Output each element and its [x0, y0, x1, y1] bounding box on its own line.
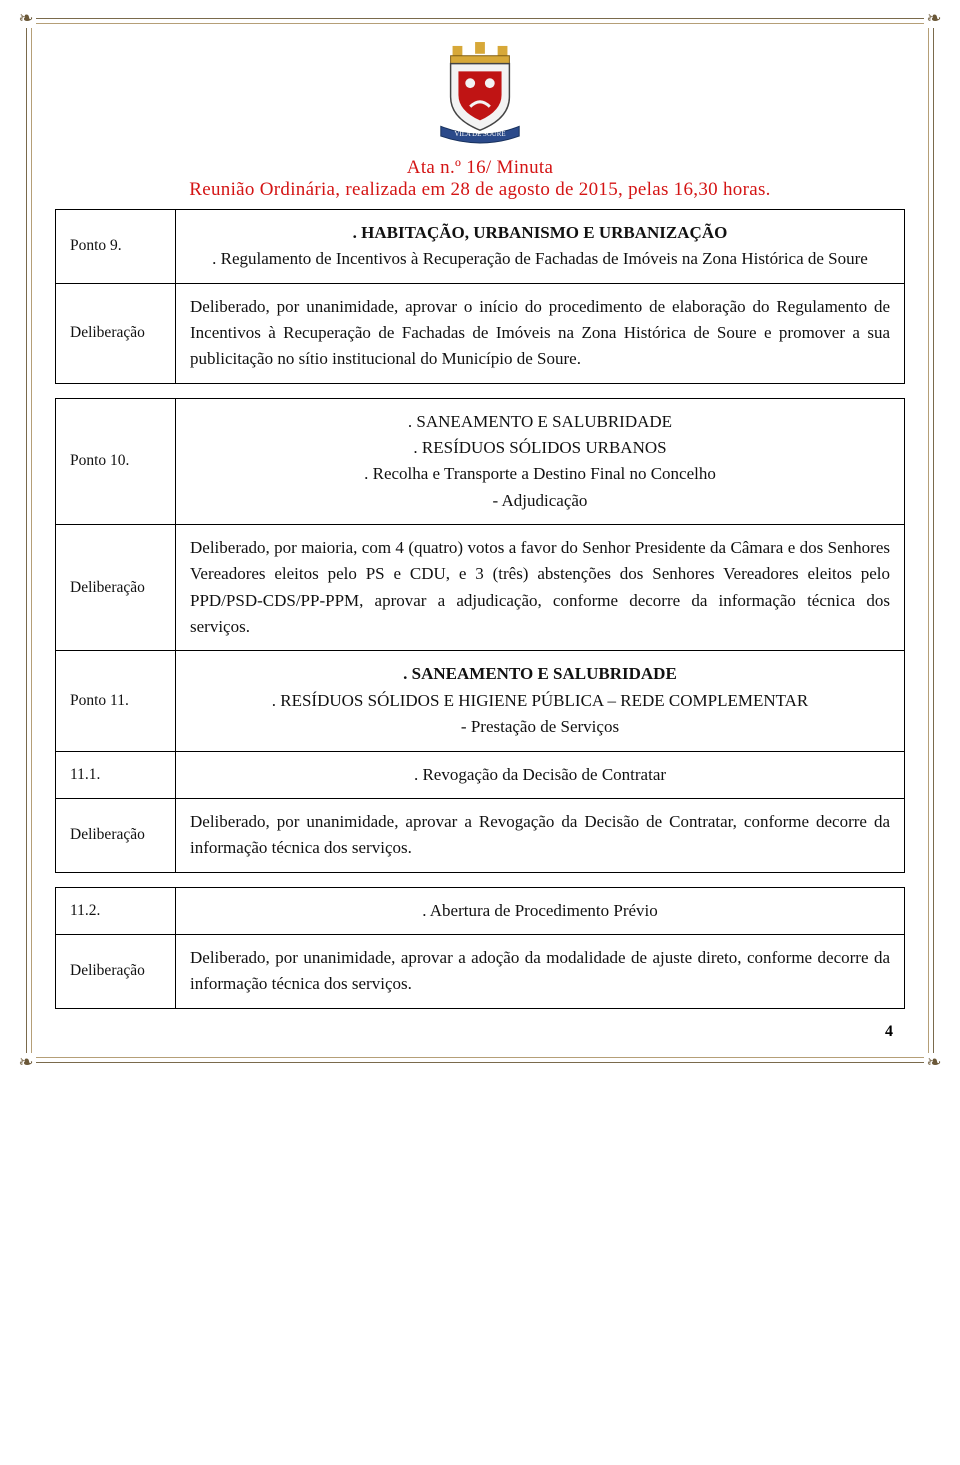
- row-label: Ponto 11.: [56, 651, 176, 751]
- row-content: . Abertura de Procedimento Prévio: [176, 887, 905, 934]
- section-line: - Adjudicação: [190, 488, 890, 514]
- document-title: Ata n.º 16/ Minuta: [55, 157, 905, 179]
- row-content: Deliberado, por unanimidade, aprovar a a…: [176, 934, 905, 1008]
- row-content: Deliberado, por unanimidade, aprovar o i…: [176, 283, 905, 383]
- corner-ornament-tr: ❧: [924, 8, 944, 28]
- row-content: Deliberado, por maioria, com 4 (quatro) …: [176, 525, 905, 651]
- coat-of-arms-icon: VILA DE SOURE: [431, 38, 529, 146]
- row-label: Ponto 10.: [56, 398, 176, 524]
- row-label: 11.2.: [56, 887, 176, 934]
- row-label: 11.1.: [56, 751, 176, 798]
- table-row: 11.1. . Revogação da Decisão de Contrata…: [56, 751, 905, 798]
- table-row: Deliberação Deliberado, por unanimidade,…: [56, 798, 905, 872]
- corner-ornament-tl: ❧: [16, 8, 36, 28]
- agenda-table-3: 11.2. . Abertura de Procedimento Prévio …: [55, 887, 905, 1009]
- corner-ornament-bl: ❧: [16, 1053, 36, 1073]
- section-sub: . Regulamento de Incentivos à Recuperaçã…: [190, 246, 890, 272]
- agenda-table-1: Ponto 9. . HABITAÇÃO, URBANISMO E URBANI…: [55, 209, 905, 384]
- table-row: Deliberação Deliberado, por unanimidade,…: [56, 934, 905, 1008]
- row-content: . SANEAMENTO E SALUBRIDADE . RESÍDUOS SÓ…: [176, 398, 905, 524]
- crest-container: VILA DE SOURE: [55, 38, 905, 151]
- section-line: . RESÍDUOS SÓLIDOS E HIGIENE PÚBLICA – R…: [190, 688, 890, 714]
- document-subtitle: Reunião Ordinária, realizada em 28 de ag…: [55, 179, 905, 201]
- row-content: . SANEAMENTO E SALUBRIDADE . RESÍDUOS SÓ…: [176, 651, 905, 751]
- table-row: Deliberação Deliberado, por unanimidade,…: [56, 283, 905, 383]
- row-label: Ponto 9.: [56, 210, 176, 284]
- row-content: . Revogação da Decisão de Contratar: [176, 751, 905, 798]
- table-row: Ponto 10. . SANEAMENTO E SALUBRIDADE . R…: [56, 398, 905, 524]
- section-line: . RESÍDUOS SÓLIDOS URBANOS: [190, 435, 890, 461]
- section-line: . SANEAMENTO E SALUBRIDADE: [190, 409, 890, 435]
- row-label: Deliberação: [56, 798, 176, 872]
- document-header: Ata n.º 16/ Minuta Reunião Ordinária, re…: [55, 157, 905, 201]
- svg-text:VILA DE SOURE: VILA DE SOURE: [454, 131, 505, 138]
- section-line: . Recolha e Transporte a Destino Final n…: [190, 461, 890, 487]
- section-line: - Prestação de Serviços: [190, 714, 890, 740]
- table-row: Ponto 9. . HABITAÇÃO, URBANISMO E URBANI…: [56, 210, 905, 284]
- table-row: 11.2. . Abertura de Procedimento Prévio: [56, 887, 905, 934]
- section-heading: . SANEAMENTO E SALUBRIDADE: [190, 661, 890, 687]
- row-content: Deliberado, por unanimidade, aprovar a R…: [176, 798, 905, 872]
- row-label: Deliberação: [56, 934, 176, 1008]
- agenda-table-2: Ponto 10. . SANEAMENTO E SALUBRIDADE . R…: [55, 398, 905, 873]
- row-label: Deliberação: [56, 283, 176, 383]
- row-label: Deliberação: [56, 525, 176, 651]
- section-heading: . HABITAÇÃO, URBANISMO E URBANIZAÇÃO: [190, 220, 890, 246]
- table-row: Ponto 11. . SANEAMENTO E SALUBRIDADE . R…: [56, 651, 905, 751]
- corner-ornament-br: ❧: [924, 1053, 944, 1073]
- row-content: . HABITAÇÃO, URBANISMO E URBANIZAÇÃO . R…: [176, 210, 905, 284]
- page-number: 4: [55, 1023, 905, 1041]
- table-row: Deliberação Deliberado, por maioria, com…: [56, 525, 905, 651]
